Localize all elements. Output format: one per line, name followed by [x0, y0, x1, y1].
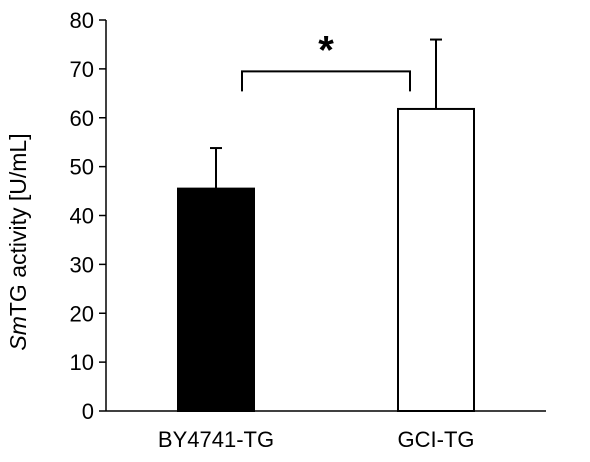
y-tick-label: 80 [70, 8, 94, 33]
x-category-label: BY4741-TG [158, 427, 274, 452]
y-tick-label: 50 [70, 155, 94, 180]
y-tick-label: 30 [70, 252, 94, 277]
y-axis-title-rest: TG activity [U/mL] [5, 133, 31, 316]
y-tick-label: 40 [70, 204, 94, 229]
y-tick-label: 10 [70, 350, 94, 375]
significance-annotation: * [241, 28, 411, 92]
bars [177, 107, 475, 412]
y-axis-title-italic: Sm [5, 316, 31, 351]
y-tick-label: 60 [70, 106, 94, 131]
bar [177, 187, 255, 412]
bar [397, 107, 475, 412]
significance-asterisk: * [318, 28, 334, 72]
y-tick-label: 0 [82, 399, 94, 424]
y-axis-ticks: 0 10 20 30 40 50 60 70 80 [70, 8, 106, 424]
x-category-label: GCI-TG [398, 427, 475, 452]
error-bars [210, 38, 442, 189]
y-axis-title: SmTG activity [U/mL] [5, 133, 31, 350]
y-tick-label: 70 [70, 57, 94, 82]
y-tick-label: 20 [70, 301, 94, 326]
significance-bracket [241, 70, 411, 92]
category-labels: BY4741-TG GCI-TG [158, 427, 475, 452]
